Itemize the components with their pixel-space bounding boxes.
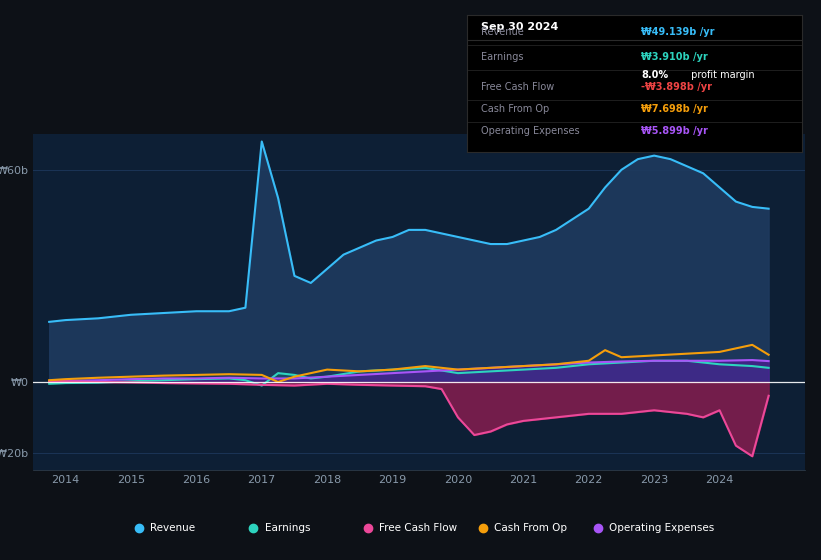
Text: ₩5.899b /yr: ₩5.899b /yr (641, 126, 709, 136)
Text: profit margin: profit margin (688, 70, 754, 80)
Text: Revenue: Revenue (480, 27, 523, 38)
Text: ₩7.698b /yr: ₩7.698b /yr (641, 104, 709, 114)
Text: Revenue: Revenue (149, 522, 195, 533)
Text: Free Cash Flow: Free Cash Flow (379, 522, 457, 533)
Text: Operating Expenses: Operating Expenses (609, 522, 714, 533)
Text: Cash From Op: Cash From Op (494, 522, 567, 533)
Text: ₩3.910b /yr: ₩3.910b /yr (641, 52, 708, 62)
Text: Free Cash Flow: Free Cash Flow (480, 82, 554, 92)
Text: Sep 30 2024: Sep 30 2024 (480, 22, 558, 32)
Text: -₩3.898b /yr: -₩3.898b /yr (641, 82, 713, 92)
Text: Earnings: Earnings (480, 52, 523, 62)
Text: 8.0%: 8.0% (641, 70, 668, 80)
Text: Earnings: Earnings (264, 522, 310, 533)
Text: Operating Expenses: Operating Expenses (480, 126, 579, 136)
Text: Cash From Op: Cash From Op (480, 104, 548, 114)
Text: ₩49.139b /yr: ₩49.139b /yr (641, 27, 715, 38)
